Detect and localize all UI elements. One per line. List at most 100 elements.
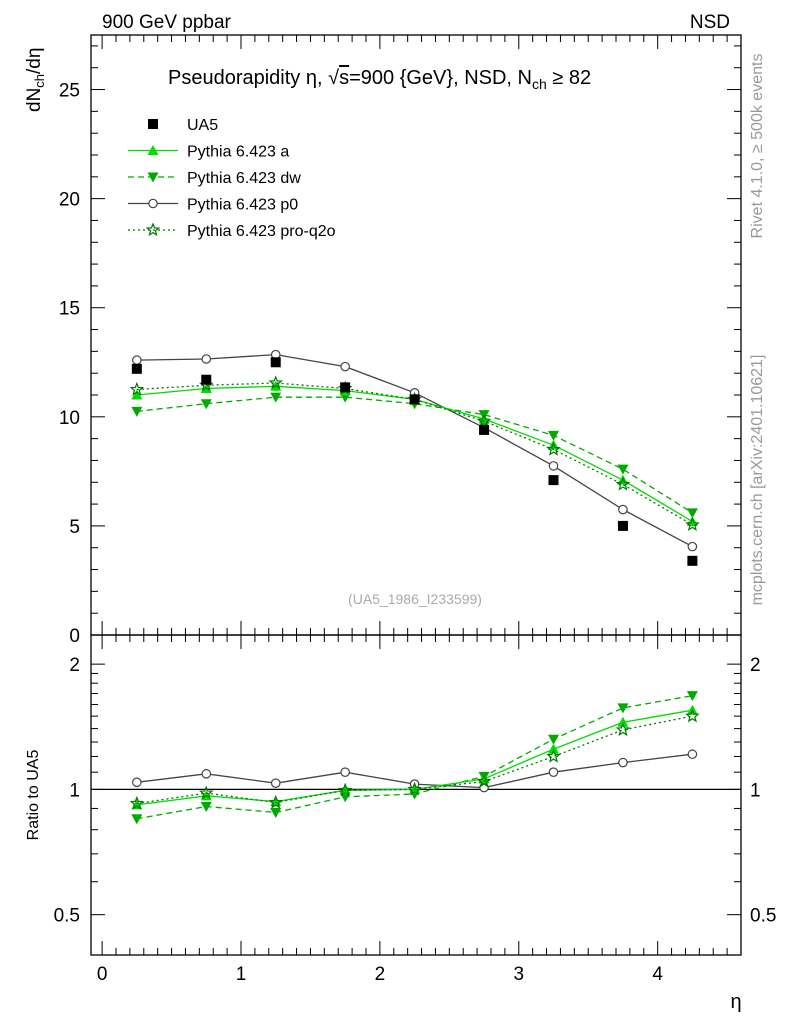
legend-marker-dw xyxy=(147,172,159,183)
point-dw xyxy=(339,392,351,403)
ratio-point-q2o xyxy=(337,782,353,797)
rivet-label: Rivet 4.1.0, ≥ 500k events xyxy=(749,54,766,239)
ratio-point-dw xyxy=(131,814,143,825)
legend-label-dw: Pythia 6.423 dw xyxy=(187,170,301,187)
legend-label-q2o: Pythia 6.423 pro-q2o xyxy=(187,223,336,240)
main-y-label: dNch/dη xyxy=(24,48,47,112)
point-data xyxy=(687,555,698,566)
point-a xyxy=(131,389,143,400)
ratio-frame xyxy=(90,634,742,956)
title-suffix: ≥ 82 xyxy=(547,67,591,89)
point-data xyxy=(340,382,351,393)
point-data xyxy=(548,475,559,486)
x-tick-label: 0 xyxy=(97,964,108,985)
x-tick-label: 1 xyxy=(236,964,247,985)
legend-label-data: UA5 xyxy=(187,117,218,134)
ratio-point-p0 xyxy=(270,778,281,788)
main-ytick-label: 20 xyxy=(59,190,80,211)
ratio-ytick-label-right: 2 xyxy=(750,655,761,676)
legend-marker-a xyxy=(147,145,159,155)
ratio-point-a xyxy=(617,716,629,727)
point-p0 xyxy=(340,361,350,372)
point-q2o xyxy=(129,381,145,396)
ylabel-rest: /dη xyxy=(24,48,45,74)
x-tick-label: 4 xyxy=(652,964,663,985)
ratio-point-dw xyxy=(548,734,559,745)
ratio-point-p0 xyxy=(201,769,212,779)
main-ytick-label: 0 xyxy=(69,626,80,647)
ratio-line-q2o xyxy=(136,715,693,805)
ratio-point-a xyxy=(478,773,490,784)
point-p0 xyxy=(618,504,628,515)
ratio-point-a xyxy=(548,743,559,754)
ratio-point-q2o xyxy=(129,795,145,810)
point-p0 xyxy=(548,461,559,471)
ratio-panel: 0.5 0.5 1 1 2 2 0 1 2 3 4 Ratio to UA5 η xyxy=(25,634,776,1013)
ratio-y-label: Ratio to UA5 xyxy=(25,750,42,841)
point-dw xyxy=(270,392,282,403)
ratio-y-ticks: 0.5 0.5 1 1 2 2 xyxy=(54,655,776,956)
title-s: s xyxy=(339,67,349,89)
point-data xyxy=(131,363,142,374)
point-q2o xyxy=(268,375,283,390)
ratio-ytick-label-right: 0.5 xyxy=(750,906,776,927)
point-data xyxy=(270,357,281,368)
point-p0 xyxy=(201,354,212,364)
legend-marker-data xyxy=(148,119,158,129)
ratio-point-q2o xyxy=(268,794,283,809)
legend-label-p0: Pythia 6.423 p0 xyxy=(187,197,298,214)
title-sub: ch xyxy=(532,76,547,92)
ratio-point-p0 xyxy=(132,777,142,788)
title-sqrt: √ xyxy=(328,67,339,89)
ylabel-d: dN xyxy=(24,88,45,112)
ratio-line-dw xyxy=(136,695,693,820)
ratio-point-q2o xyxy=(407,781,422,796)
ratio-ytick-label-right: 1 xyxy=(750,780,761,801)
ratio-point-q2o xyxy=(685,708,700,723)
point-dw xyxy=(200,399,212,410)
ratio-ytick-label-left: 1 xyxy=(69,780,80,801)
ratio-ytick-label-left: 0.5 xyxy=(54,906,80,927)
x-tick-label: 2 xyxy=(375,964,386,985)
point-q2o xyxy=(476,413,492,428)
point-data xyxy=(479,424,490,435)
main-ytick-label: 15 xyxy=(59,299,80,320)
legend: UA5 Pythia 6.423 a Pythia 6.423 dw Pythia 6… xyxy=(128,117,336,240)
ratio-point-q2o xyxy=(546,748,561,763)
point-dw xyxy=(686,508,698,519)
main-ytick-label: 25 xyxy=(59,81,80,102)
mcplots-label: mcplots.cern.ch [arXiv:2401.10621] xyxy=(749,355,766,606)
point-dw xyxy=(548,430,559,441)
ratio-point-dw xyxy=(200,801,212,812)
x-axis-label: η xyxy=(730,991,741,1013)
point-data xyxy=(409,394,420,405)
ratio-point-p0 xyxy=(340,767,350,777)
point-q2o xyxy=(615,476,631,491)
main-x-ticks xyxy=(101,35,728,635)
ratio-point-p0 xyxy=(618,757,628,768)
header-right: NSD xyxy=(690,12,730,33)
point-dw xyxy=(131,406,143,417)
ratio-point-dw xyxy=(686,691,698,702)
main-y-ticks: 0 5 10 15 20 25 xyxy=(59,45,741,647)
main-title: Pseudorapidity η, √s=900 {GeV}, NSD, Nch… xyxy=(168,67,591,92)
point-p0 xyxy=(687,541,698,552)
ratio-x-ticks: 0 1 2 3 4 xyxy=(97,635,728,985)
ratio-point-p0 xyxy=(548,767,559,777)
ylabel-sub: ch xyxy=(32,74,47,88)
point-dw xyxy=(617,464,629,475)
x-tick-label: 3 xyxy=(513,964,524,985)
legend-label-a: Pythia 6.423 a xyxy=(187,144,289,161)
point-q2o xyxy=(685,517,700,531)
ratio-point-q2o xyxy=(199,785,214,800)
point-data xyxy=(617,520,628,531)
watermark: (UA5_1986_I233599) xyxy=(348,591,482,607)
ratio-point-dw xyxy=(270,808,282,819)
point-data xyxy=(201,374,212,385)
ratio-ytick-label-left: 2 xyxy=(69,655,80,676)
legend-marker-p0 xyxy=(148,198,158,209)
ratio-point-p0 xyxy=(687,749,698,760)
point-q2o xyxy=(546,441,561,456)
